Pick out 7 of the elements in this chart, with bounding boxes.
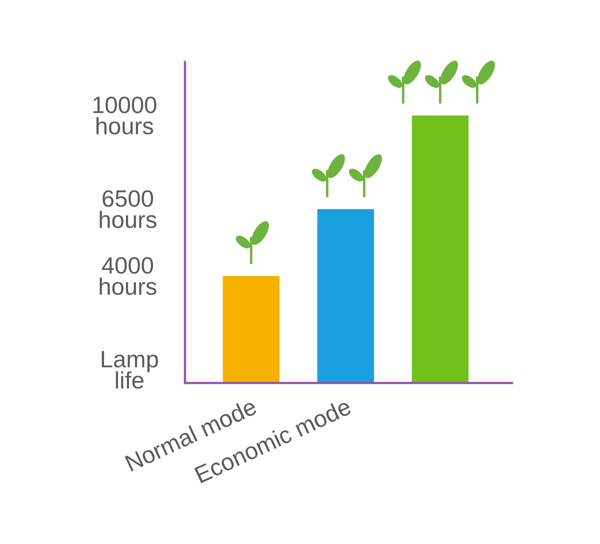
y-tick-label: 10000 hours <box>93 96 156 134</box>
y-axis-title: Lamp life <box>102 351 158 389</box>
bar <box>222 276 280 383</box>
y-tick-label: 6500 hours <box>100 190 156 228</box>
bar <box>317 209 374 383</box>
bar <box>412 116 469 383</box>
y-tick-label: 4000 hours <box>100 257 156 295</box>
